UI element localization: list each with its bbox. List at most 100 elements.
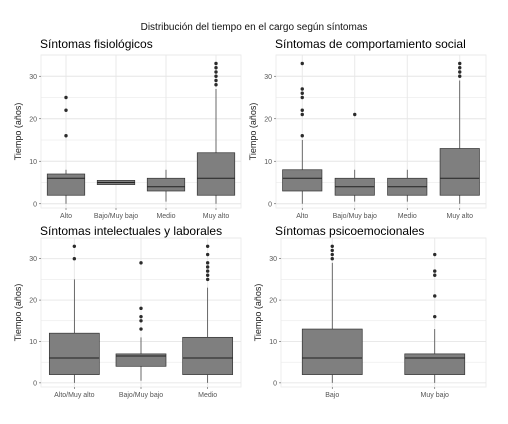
outlier-point bbox=[300, 91, 304, 95]
x-tick-label: Alto/Muy alto bbox=[54, 392, 95, 399]
panel-3: Síntomas intelectuales y laborales Tiempo… bbox=[13, 224, 242, 399]
outlier-point bbox=[64, 95, 68, 100]
outlier-point bbox=[300, 61, 304, 66]
outlier-point bbox=[433, 252, 437, 257]
figure-suptitle: Distribución del tiempo en el cargo segú… bbox=[141, 22, 368, 33]
outlier-point bbox=[214, 61, 218, 66]
outlier-point bbox=[139, 327, 143, 331]
outlier-point bbox=[300, 95, 304, 100]
panel-4: Síntomas psicoemocionales Tiempo (años) 0 1… bbox=[253, 224, 487, 399]
iqr-box bbox=[439, 148, 480, 196]
box-bajo-muy-bajo bbox=[96, 180, 136, 185]
iqr-box bbox=[146, 177, 186, 192]
outlier-point bbox=[300, 87, 304, 91]
outlier-point bbox=[205, 244, 210, 248]
box-muy-alto bbox=[439, 61, 480, 204]
y-axis-label: Tiempo (años) bbox=[13, 103, 23, 161]
outlier-point bbox=[458, 61, 462, 66]
outlier-point bbox=[64, 134, 68, 138]
box-bajo bbox=[301, 244, 363, 383]
outlier-point bbox=[205, 265, 210, 269]
y-tick-label: 30 bbox=[269, 256, 277, 263]
y-tick-label: 10 bbox=[264, 159, 272, 166]
box-alto-muy-alto bbox=[48, 244, 100, 383]
x-tick-label: Bajo bbox=[325, 392, 339, 399]
y-tick-label: 10 bbox=[269, 339, 277, 346]
outlier-point bbox=[205, 252, 210, 257]
iqr-box bbox=[48, 332, 100, 375]
outlier-point bbox=[205, 273, 210, 277]
outlier-point bbox=[64, 108, 68, 112]
panel-title: Síntomas intelectuales y laborales bbox=[40, 224, 222, 238]
chart-panels: Síntomas fisiológicos Tiempo (años) 0 10 20 3… bbox=[13, 37, 487, 399]
outlier-point bbox=[433, 269, 437, 273]
y-tick-label: 20 bbox=[29, 298, 37, 305]
y-axis-label: Tiempo (años) bbox=[248, 103, 258, 161]
outlier-point bbox=[214, 66, 218, 70]
x-tick-label: Medio bbox=[398, 213, 417, 220]
y-tick-label: 10 bbox=[29, 159, 37, 166]
y-tick-label: 30 bbox=[29, 256, 37, 263]
box-medio bbox=[387, 169, 428, 202]
panel-title: Síntomas psicoemocionales bbox=[275, 224, 424, 238]
x-tick-label: Alto bbox=[60, 213, 72, 220]
y-tick-label: 10 bbox=[29, 339, 37, 346]
outlier-point bbox=[300, 108, 304, 112]
outlier-point bbox=[300, 134, 304, 138]
outlier-point bbox=[205, 261, 210, 265]
outlier-point bbox=[300, 112, 304, 117]
box-bajo-muy-bajo bbox=[334, 112, 375, 202]
y-tick-label: 20 bbox=[29, 116, 37, 123]
iqr-box bbox=[182, 336, 234, 375]
y-axis-label: Tiempo (años) bbox=[13, 284, 23, 342]
x-tick-label: Muy alto bbox=[447, 213, 474, 220]
y-tick-label: 0 bbox=[33, 201, 37, 208]
outlier-point bbox=[214, 70, 218, 74]
outlier-point bbox=[205, 269, 210, 273]
y-tick-label: 0 bbox=[268, 201, 272, 208]
iqr-box bbox=[282, 169, 323, 192]
box-alto bbox=[46, 95, 86, 204]
x-tick-label: Bajo/Muy bajo bbox=[94, 213, 138, 220]
outlier-point bbox=[139, 261, 143, 265]
outlier-point bbox=[139, 314, 143, 319]
iqr-box bbox=[196, 152, 236, 196]
y-tick-label: 20 bbox=[269, 298, 277, 305]
x-tick-label: Muy bajo bbox=[421, 392, 450, 399]
outlier-point bbox=[139, 319, 143, 323]
outlier-point bbox=[139, 306, 143, 311]
outlier-point bbox=[458, 70, 462, 74]
x-tick-label: Bajo/Muy bajo bbox=[333, 213, 377, 220]
box-alto bbox=[282, 61, 323, 204]
outlier-point bbox=[214, 78, 218, 83]
outlier-point bbox=[330, 252, 334, 257]
y-axis-label: Tiempo (años) bbox=[253, 284, 263, 342]
outlier-point bbox=[433, 314, 437, 319]
outlier-point bbox=[433, 273, 437, 277]
outlier-point bbox=[433, 294, 437, 298]
box-medio bbox=[182, 244, 234, 383]
iqr-box bbox=[115, 353, 167, 367]
x-tick-label: Muy alto bbox=[203, 213, 230, 220]
iqr-box bbox=[46, 173, 86, 196]
y-tick-label: 0 bbox=[273, 380, 277, 387]
panel-1: Síntomas fisiológicos Tiempo (años) 0 10 20 3… bbox=[13, 37, 242, 220]
y-tick-label: 30 bbox=[264, 74, 272, 81]
outlier-point bbox=[214, 74, 218, 78]
outlier-point bbox=[353, 112, 357, 117]
outlier-point bbox=[214, 83, 218, 87]
panel-title: Síntomas de comportamiento social bbox=[275, 37, 466, 51]
y-tick-label: 0 bbox=[33, 380, 37, 387]
outlier-point bbox=[330, 248, 334, 253]
outlier-point bbox=[72, 244, 77, 248]
y-tick-label: 20 bbox=[264, 116, 272, 123]
outlier-point bbox=[458, 66, 462, 70]
iqr-box bbox=[404, 353, 466, 375]
x-tick-label: Medio bbox=[198, 392, 217, 399]
outlier-point bbox=[330, 256, 334, 261]
x-tick-label: Alto bbox=[296, 213, 308, 220]
box-muy-bajo bbox=[404, 252, 466, 383]
outlier-point bbox=[205, 277, 210, 282]
box-muy-alto bbox=[196, 61, 236, 204]
iqr-box bbox=[301, 328, 363, 375]
